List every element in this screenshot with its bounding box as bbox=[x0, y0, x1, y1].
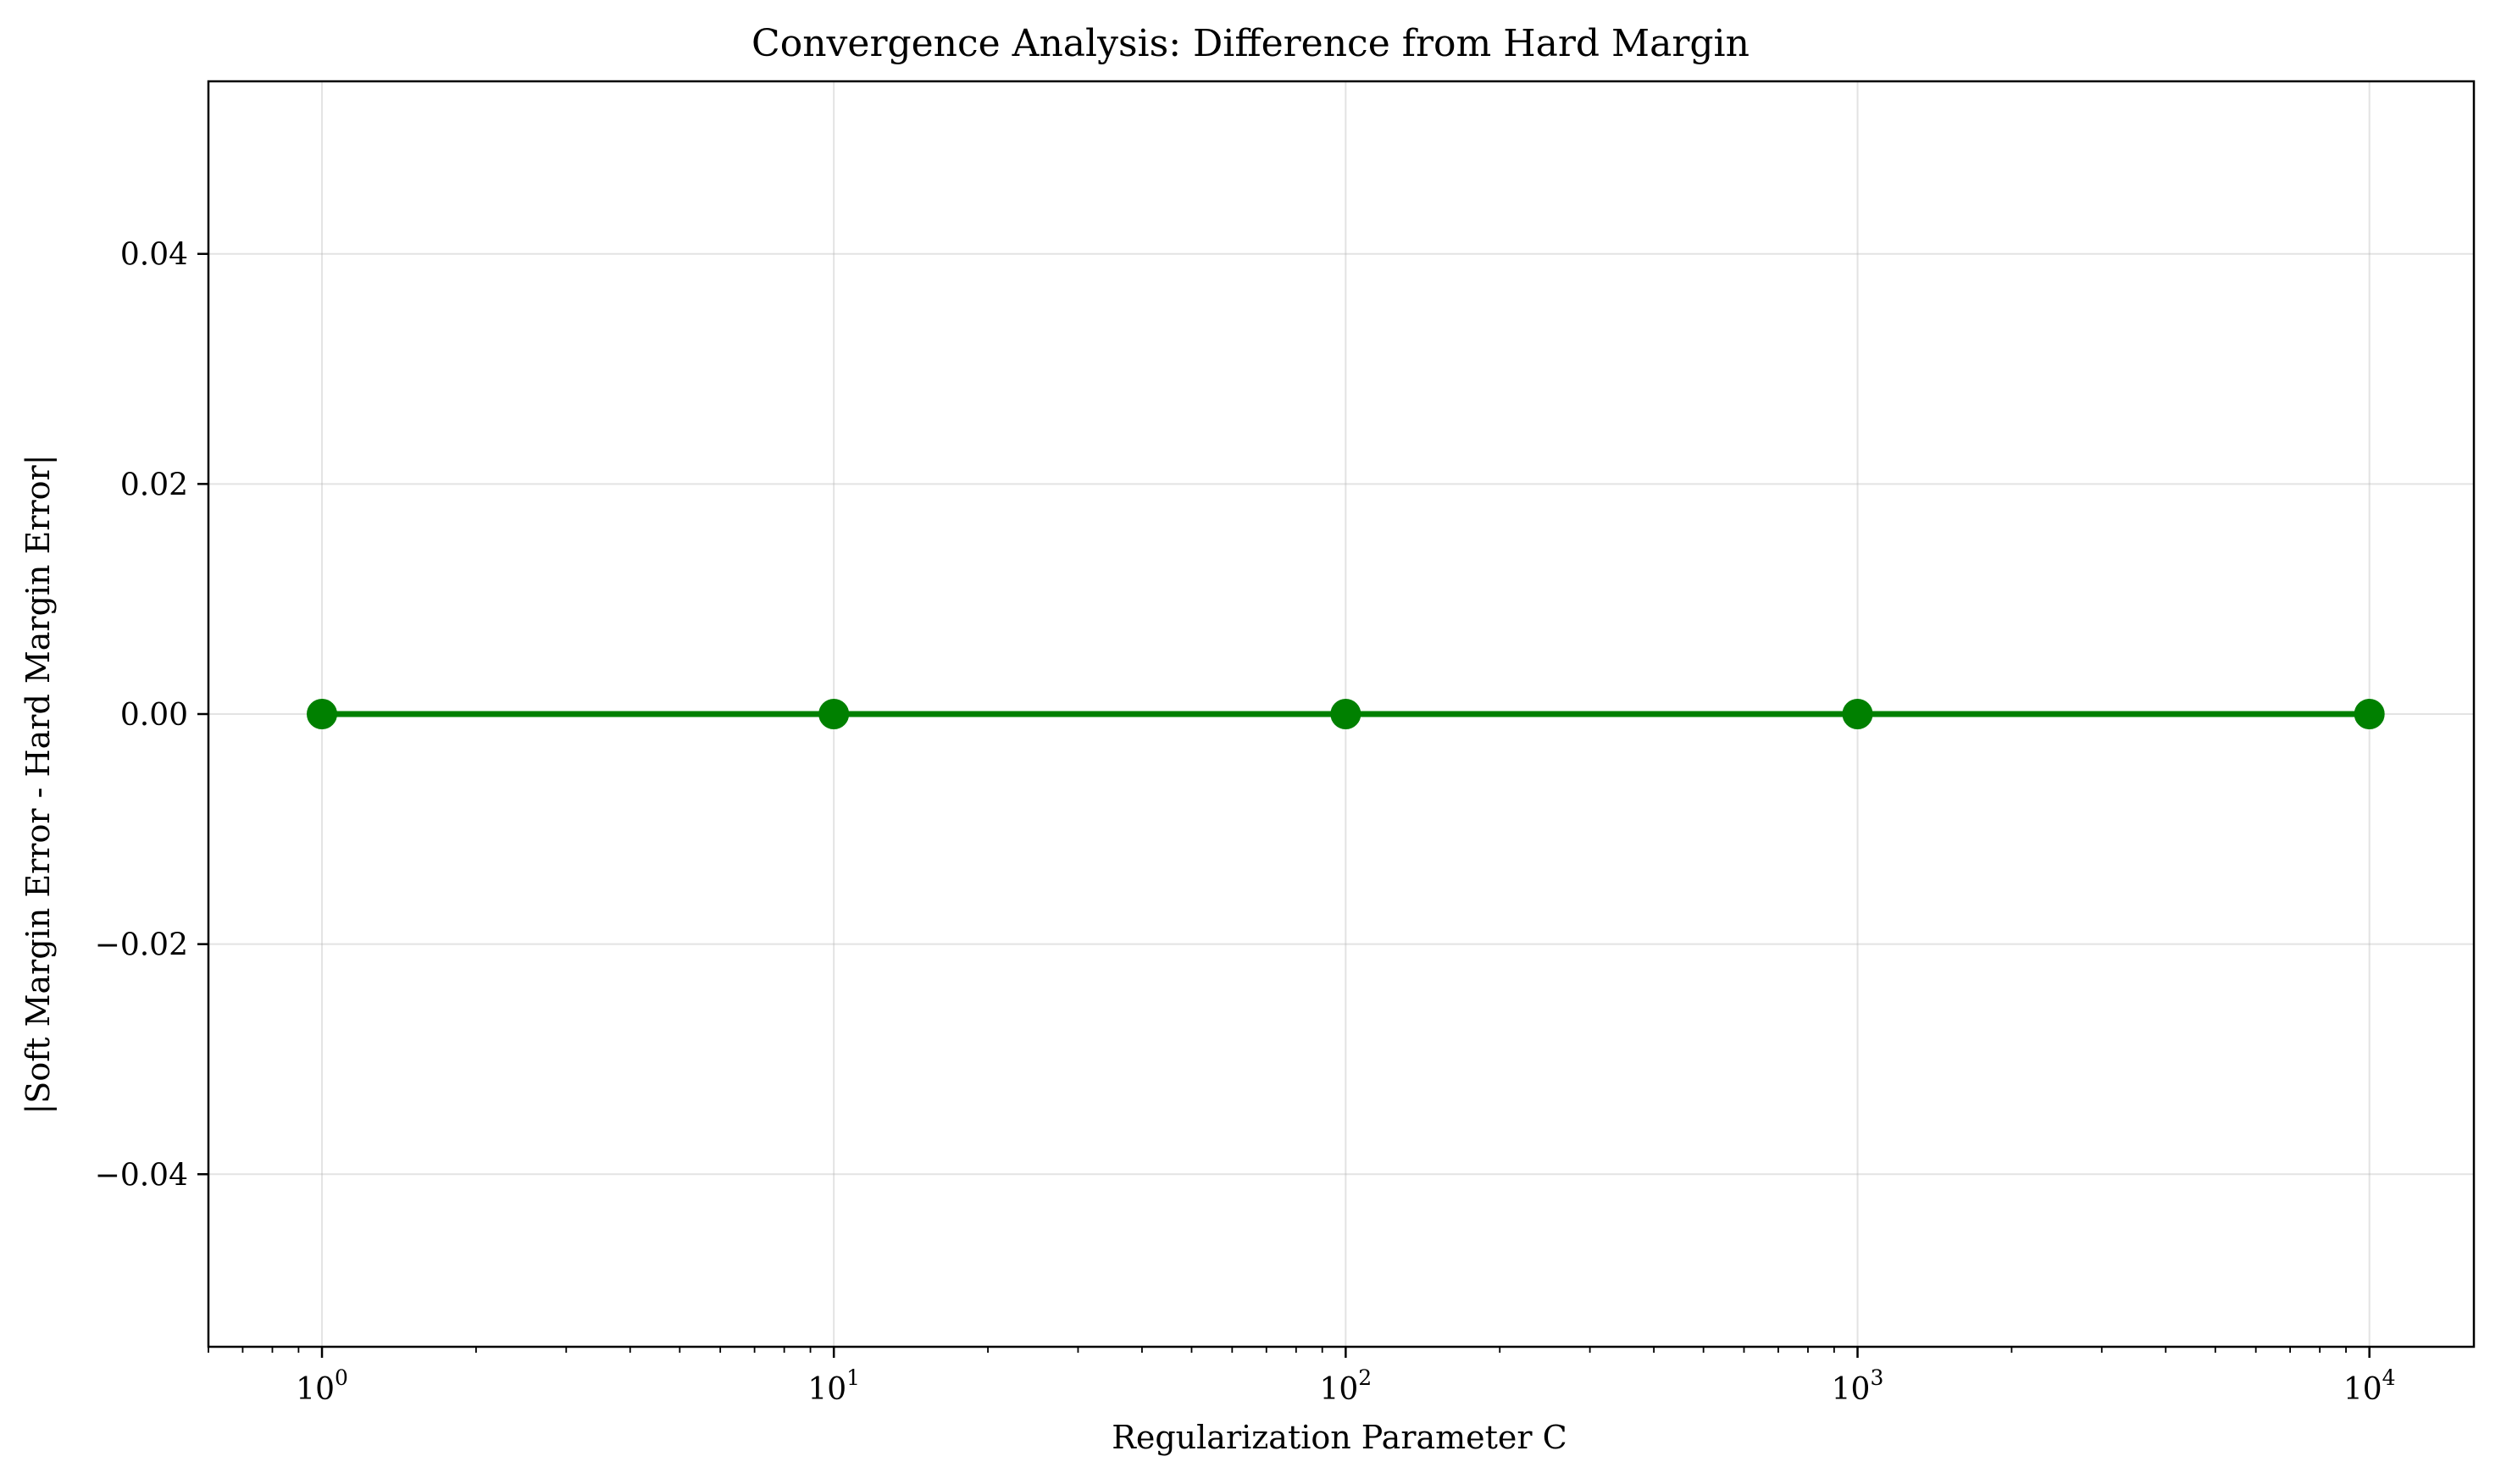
y-tick-label-2: 0.00 bbox=[120, 698, 188, 733]
series-layer bbox=[307, 699, 2385, 729]
data-point-0-4 bbox=[2354, 699, 2385, 729]
y-tick-label-4: 0.04 bbox=[120, 238, 188, 273]
y-tick-label-0: −0.04 bbox=[95, 1158, 188, 1193]
x-tick-label-4: 104 bbox=[2343, 1365, 2396, 1407]
y-axis-label: |Soft Margin Error - Hard Margin Error| bbox=[19, 454, 57, 1114]
x-tick-label-1: 101 bbox=[807, 1365, 860, 1407]
chart-title: Convergence Analysis: Difference from Ha… bbox=[751, 22, 1750, 65]
y-tick-label-3: 0.02 bbox=[120, 468, 188, 502]
data-point-0-0 bbox=[307, 699, 338, 729]
x-tick-label-3: 103 bbox=[1832, 1365, 1884, 1407]
axis-ticks bbox=[197, 252, 2371, 1358]
x-tick-label-0: 100 bbox=[296, 1365, 348, 1407]
x-tick-labels: 100 101 102 103 104 bbox=[296, 1365, 2395, 1407]
x-tick-label-2: 102 bbox=[1319, 1365, 1372, 1407]
y-tick-label-1: −0.02 bbox=[95, 928, 188, 963]
x-axis-label: Regularization Parameter C bbox=[1112, 1419, 1567, 1456]
data-point-0-3 bbox=[1842, 699, 1873, 729]
data-point-0-2 bbox=[1330, 699, 1361, 729]
y-tick-labels: −0.04 −0.02 0.00 0.02 0.04 bbox=[95, 238, 188, 1193]
data-point-0-1 bbox=[818, 699, 850, 729]
